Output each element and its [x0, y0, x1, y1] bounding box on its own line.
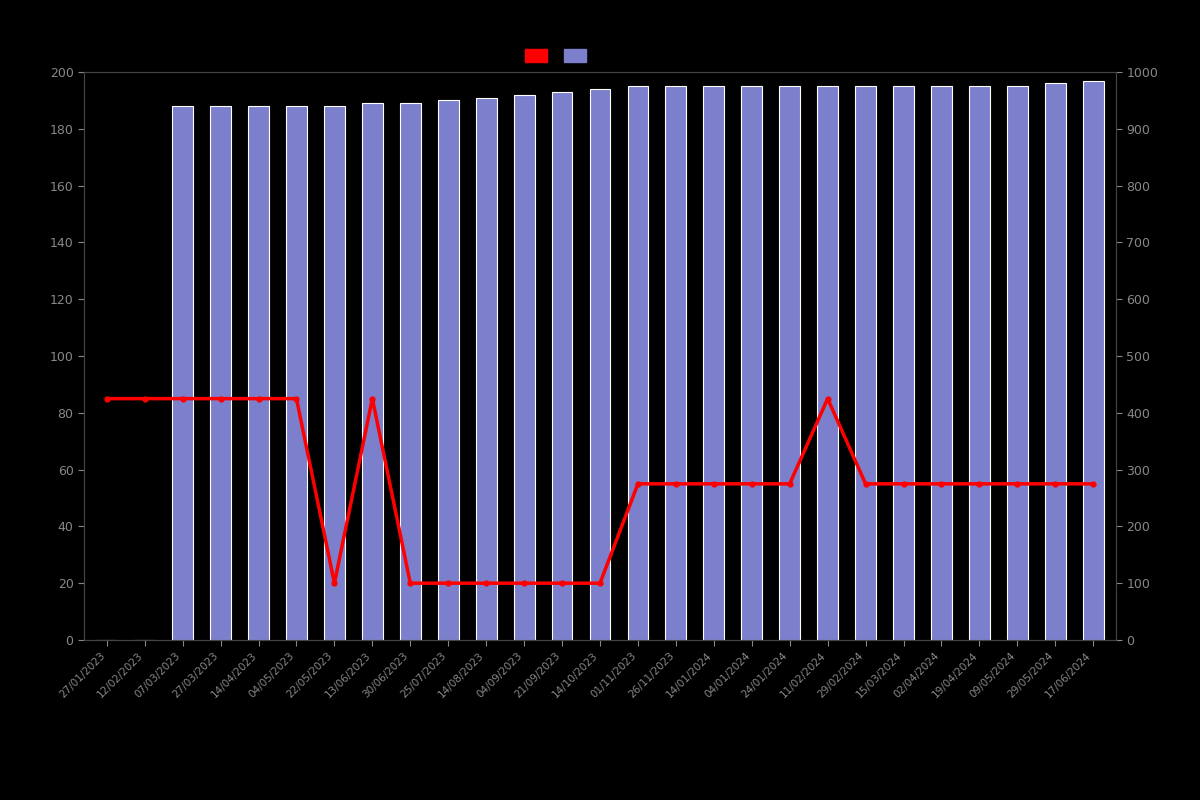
Bar [968, 86, 990, 640]
Bar [362, 103, 383, 640]
Bar [400, 103, 421, 640]
Bar [248, 106, 269, 640]
Bar [173, 106, 193, 640]
Bar [893, 86, 914, 640]
Bar [666, 86, 686, 640]
Bar [589, 89, 611, 640]
Bar [514, 94, 534, 640]
Bar [286, 106, 307, 640]
Bar [931, 86, 952, 640]
Legend:  ,  : , [520, 44, 598, 68]
Bar [438, 100, 458, 640]
Bar [475, 98, 497, 640]
Bar [779, 86, 800, 640]
Bar [742, 86, 762, 640]
Bar [856, 86, 876, 640]
Bar [703, 86, 725, 640]
Bar [817, 86, 838, 640]
Bar [628, 86, 648, 640]
Bar [1082, 81, 1104, 640]
Bar [324, 106, 344, 640]
Bar [210, 106, 232, 640]
Bar [1007, 86, 1027, 640]
Bar [1045, 83, 1066, 640]
Bar [552, 92, 572, 640]
